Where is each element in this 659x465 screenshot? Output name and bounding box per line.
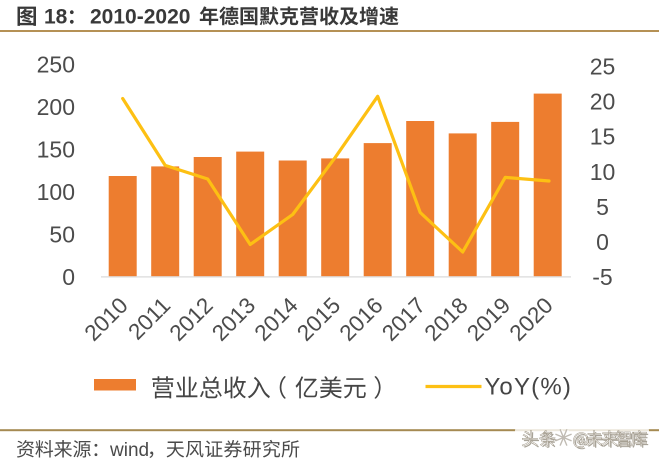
- svg-text:100: 100: [37, 179, 75, 205]
- svg-text:YoY(%): YoY(%): [484, 373, 572, 400]
- svg-text:150: 150: [37, 137, 75, 163]
- svg-text:20: 20: [590, 89, 616, 115]
- svg-text:200: 200: [37, 94, 75, 120]
- svg-text:10: 10: [590, 159, 616, 185]
- svg-text:25: 25: [590, 53, 616, 79]
- svg-text:5: 5: [596, 194, 609, 220]
- svg-text:50: 50: [49, 222, 75, 248]
- svg-text:-5: -5: [592, 264, 612, 290]
- svg-text:250: 250: [37, 51, 75, 77]
- svg-text:0: 0: [596, 229, 609, 255]
- svg-text:0: 0: [62, 264, 75, 290]
- svg-text:wind: wind: [109, 440, 149, 461]
- svg-text:15: 15: [590, 124, 616, 150]
- svg-text:2010-2020: 2010-2020: [90, 6, 190, 29]
- svg-text:18: 18: [44, 6, 68, 29]
